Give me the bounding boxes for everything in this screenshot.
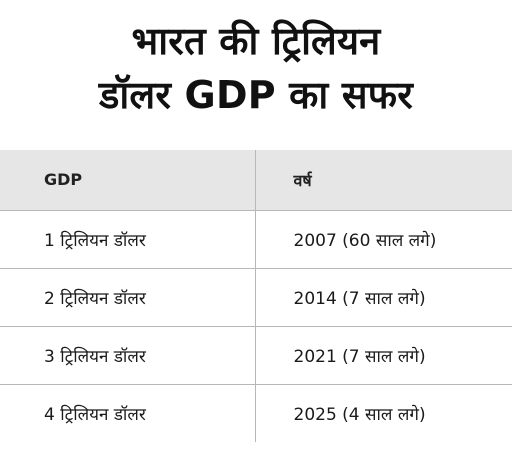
column-header-year: वर्ष — [293, 170, 312, 190]
gdp-cell: 1 ट्रिलियन डॉलर — [0, 210, 256, 268]
table-header-row: GDP वर्ष — [0, 150, 512, 210]
gdp-cell: 4 ट्रिलियन डॉलर — [0, 384, 256, 442]
title-line-2: डॉलर GDP का सफर — [99, 73, 413, 117]
year-cell: 2007 (60 साल लगे) — [293, 230, 437, 251]
table-row: 4 ट्रिलियन डॉलर 2025 (4 साल लगे) — [0, 384, 512, 442]
gdp-cell: 3 ट्रिलियन डॉलर — [0, 326, 256, 384]
year-cell: 2021 (7 साल लगे) — [293, 346, 426, 367]
gdp-table: GDP वर्ष 1 ट्रिलियन डॉलर 2007 (60 साल लग… — [0, 150, 512, 442]
table-row: 2 ट्रिलियन डॉलर 2014 (7 साल लगे) — [0, 268, 512, 326]
table-row: 3 ट्रिलियन डॉलर 2021 (7 साल लगे) — [0, 326, 512, 384]
gdp-cell: 2 ट्रिलियन डॉलर — [0, 268, 256, 326]
page-title: भारत की ट्रिलियन डॉलर GDP का सफर — [0, 14, 512, 122]
year-cell: 2025 (4 साल लगे) — [293, 404, 426, 425]
column-header-gdp: GDP — [0, 150, 256, 210]
table-row: 1 ट्रिलियन डॉलर 2007 (60 साल लगे) — [0, 210, 512, 268]
title-line-1: भारत की ट्रिलियन — [131, 19, 381, 63]
year-cell: 2014 (7 साल लगे) — [293, 288, 426, 309]
